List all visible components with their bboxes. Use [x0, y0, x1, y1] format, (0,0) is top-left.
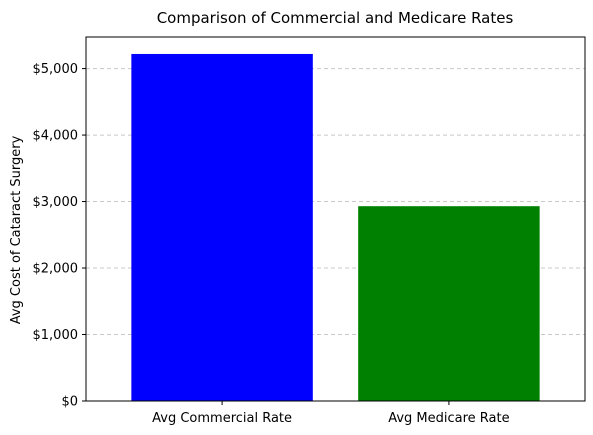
- x-tick-label: Avg Medicare Rate: [388, 411, 509, 426]
- chart-title: Comparison of Commercial and Medicare Ra…: [157, 9, 514, 27]
- x-tick-label: Avg Commercial Rate: [152, 411, 292, 426]
- bar-medicare: [358, 206, 540, 401]
- y-tick-label: $4,000: [33, 129, 79, 144]
- y-tick-label: $0: [61, 395, 78, 410]
- y-axis: $0 $1,000 $2,000 $3,000 $4,000 $5,000: [33, 62, 86, 410]
- y-tick-label: $3,000: [33, 195, 79, 210]
- y-axis-label: Avg Cost of Cataract Surgery: [9, 135, 24, 324]
- y-tick-label: $5,000: [33, 62, 79, 77]
- y-tick-label: $1,000: [33, 328, 79, 343]
- x-axis: Avg Commercial Rate Avg Medicare Rate: [152, 401, 510, 426]
- plot-frame: [85, 36, 586, 402]
- bar-commercial: [131, 53, 313, 401]
- bars: [131, 53, 540, 401]
- y-tick-label: $2,000: [33, 262, 79, 277]
